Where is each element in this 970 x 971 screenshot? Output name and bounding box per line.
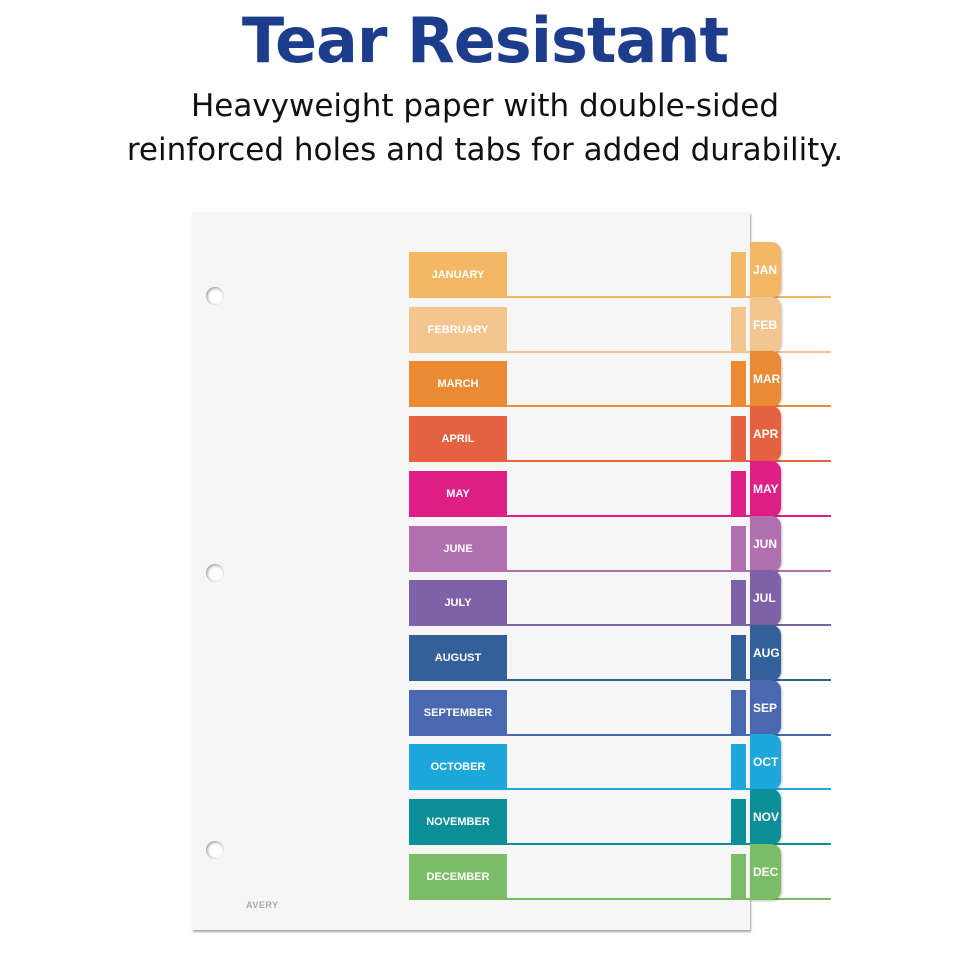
month-tab[interactable]: JUL: [750, 570, 781, 627]
month-tab[interactable]: JUN: [750, 515, 781, 572]
punch-hole: [206, 287, 224, 305]
month-label: MARCH: [409, 361, 507, 408]
month-tab[interactable]: OCT: [750, 734, 781, 791]
month-tab-label: MAR: [753, 372, 781, 387]
color-block: [731, 799, 746, 845]
month-row: OCTOBER: [409, 744, 947, 791]
write-line: [507, 624, 831, 627]
write-line: [507, 788, 831, 791]
month-tab-label: JUL: [753, 591, 776, 606]
month-label: NOVEMBER: [409, 799, 507, 845]
write-line: [507, 843, 831, 845]
month-label: AUGUST: [409, 634, 507, 681]
subtitle-line-2: reinforced holes and tabs for added dura…: [126, 132, 844, 168]
month-tab-label: JAN: [753, 263, 778, 277]
month-row: SEPTEMBER: [409, 689, 947, 736]
month-tab-label: SEP: [753, 700, 778, 715]
month-row: JANUARY: [409, 252, 947, 298]
subtitle-line-1: Heavyweight paper with double-sided: [190, 88, 780, 124]
month-row: APRIL: [409, 416, 947, 463]
punch-hole: [206, 564, 224, 582]
write-line: [507, 733, 831, 736]
month-label: MAY: [409, 470, 507, 517]
month-row: MARCH: [409, 361, 947, 408]
color-block: [731, 361, 746, 408]
month-row: JULY: [409, 580, 947, 627]
month-tab[interactable]: NOV: [750, 789, 781, 845]
month-tab[interactable]: DEC: [750, 843, 781, 900]
month-tab-label: OCT: [753, 755, 779, 770]
month-tab-label: DEC: [753, 864, 779, 879]
month-tab[interactable]: FEB: [750, 296, 781, 353]
month-row: MAY: [409, 470, 947, 517]
month-label: SEPTEMBER: [409, 689, 507, 736]
color-block: [731, 580, 746, 627]
color-block: [731, 853, 746, 900]
punch-hole: [206, 841, 224, 859]
month-tab[interactable]: MAY: [750, 460, 781, 517]
month-tab-label: AUG: [753, 645, 780, 660]
month-label: OCTOBER: [409, 744, 507, 791]
subtitle: Heavyweight paper with double-sided rein…: [0, 84, 970, 172]
color-block: [731, 252, 746, 298]
page-title: Tear Resistant: [241, 4, 729, 77]
month-label: FEBRUARY: [409, 306, 507, 353]
month-label: JUNE: [409, 525, 507, 572]
month-tab[interactable]: JAN: [750, 242, 781, 298]
write-line: [507, 350, 831, 353]
month-tab[interactable]: AUG: [750, 624, 781, 681]
color-block: [731, 744, 746, 791]
month-tab[interactable]: SEP: [750, 679, 781, 736]
month-label: JANUARY: [409, 252, 507, 298]
month-tab-label: FEB: [753, 317, 777, 332]
write-line: [507, 514, 831, 517]
month-label: DECEMBER: [409, 853, 507, 900]
write-line: [507, 296, 831, 298]
write-line: [507, 569, 831, 572]
color-block: [731, 525, 746, 572]
month-row: DECEMBER: [409, 853, 947, 900]
color-block: [731, 634, 746, 681]
month-tab-label: NOV: [753, 810, 780, 824]
month-tab[interactable]: MAR: [750, 351, 781, 408]
color-block: [731, 416, 746, 463]
write-line: [507, 678, 831, 681]
write-line: [507, 405, 831, 408]
month-label: APRIL: [409, 416, 507, 463]
divider-sheet: AVERY JANUARY FEBRUARY MARCH APRIL MAY J…: [192, 212, 831, 930]
month-row: FEBRUARY: [409, 306, 947, 353]
month-tab-label: APR: [753, 427, 779, 442]
write-line: [507, 460, 831, 463]
month-row: NOVEMBER: [409, 799, 947, 845]
write-line: [507, 897, 831, 900]
month-tab[interactable]: APR: [750, 406, 781, 463]
month-tab-label: JUN: [753, 536, 778, 551]
month-tab-label: MAY: [753, 481, 779, 496]
color-block: [731, 306, 746, 353]
color-block: [731, 470, 746, 517]
color-block: [731, 689, 746, 736]
avery-logo: AVERY: [246, 900, 279, 910]
month-label: JULY: [409, 580, 507, 627]
month-row: AUGUST: [409, 634, 947, 681]
month-row: JUNE: [409, 525, 947, 572]
